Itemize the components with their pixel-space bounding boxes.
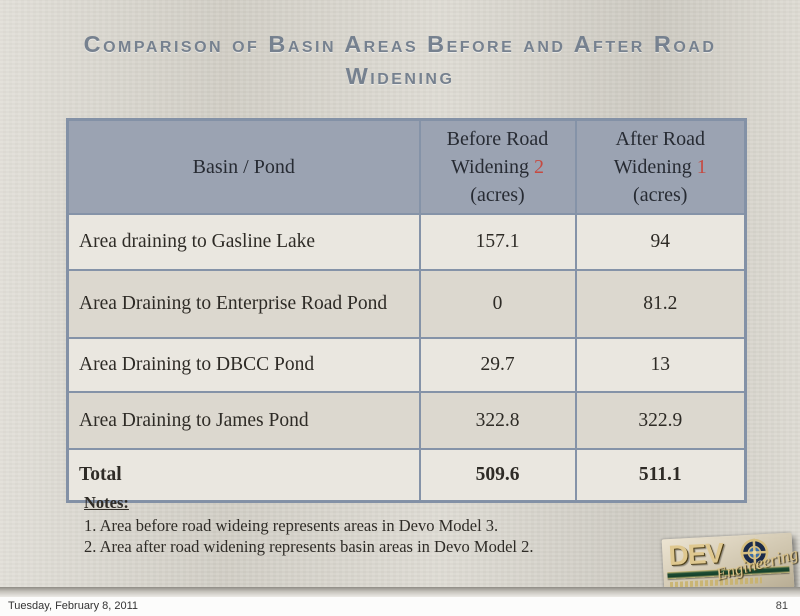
table-row: Area Draining to James Pond 322.8 322.9 [66,391,747,450]
row-basin-name: Area Draining to Enterprise Road Pond [66,269,421,339]
row-basin-name: Area Draining to DBCC Pond [66,337,421,393]
table-header-row: Basin / Pond Before Road Widening 2 (acr… [66,118,747,215]
table-row: Area Draining to DBCC Pond 29.7 13 [66,337,747,393]
notes-block: Notes: 1. Area before road wideing repre… [84,492,644,557]
row-before-value: 29.7 [418,337,577,393]
note-item-1: 1. Area before road wideing represents a… [84,516,499,535]
total-before-value: 509.6 [418,448,577,503]
row-before-value: 0 [418,269,577,339]
total-after-value: 511.1 [574,448,747,503]
devo-engineering-logo: DEV Engineering [661,532,800,595]
col-header-before-unit: (acres) [470,184,525,206]
col-header-basin-pond-label: Basin / Pond [192,156,295,178]
table-row: Area Draining to Enterprise Road Pond 0 … [66,269,747,339]
col-header-basin-pond: Basin / Pond [66,118,421,215]
row-after-value: 322.9 [574,391,747,450]
row-basin-name: Area Draining to James Pond [66,391,421,450]
col-header-before-label: Before Road Widening [446,128,549,178]
footer-page-number: 81 [775,600,788,612]
table-total-row: Total 509.6 511.1 [66,448,747,503]
footer-bar: Tuesday, February 8, 2011 81 [0,597,800,616]
compass-icon [740,538,769,567]
col-header-after-label: After Road Widening [613,128,705,178]
row-after-value: 13 [574,337,747,393]
basin-comparison-table: Basin / Pond Before Road Widening 2 (acr… [66,118,747,503]
row-before-value: 322.8 [418,391,577,450]
slide-canvas: Comparison of Basin Areas Before and Aft… [0,0,800,595]
slide-bottom-edge [0,587,800,597]
col-header-before-road-widening: Before Road Widening 2 (acres) [418,118,577,215]
slide-title: Comparison of Basin Areas Before and Aft… [83,31,717,89]
row-after-value: 94 [574,213,747,271]
col-header-after-road-widening: After Road Widening 1 (acres) [574,118,747,215]
notes-heading: Notes: [84,493,129,512]
row-basin-name: Area draining to Gasline Lake [66,213,421,271]
col-header-after-unit: (acres) [633,184,688,206]
row-after-value: 81.2 [574,269,747,339]
table-row: Area draining to Gasline Lake 157.1 94 [66,213,747,271]
row-before-value: 157.1 [418,213,577,271]
note-item-2: 2. Area after road widening represents b… [84,537,534,556]
footnote-ref-1: 1 [696,156,707,178]
footnote-ref-2: 2 [534,156,545,178]
footer-date: Tuesday, February 8, 2011 [8,600,139,612]
total-row-label: Total [66,448,421,503]
